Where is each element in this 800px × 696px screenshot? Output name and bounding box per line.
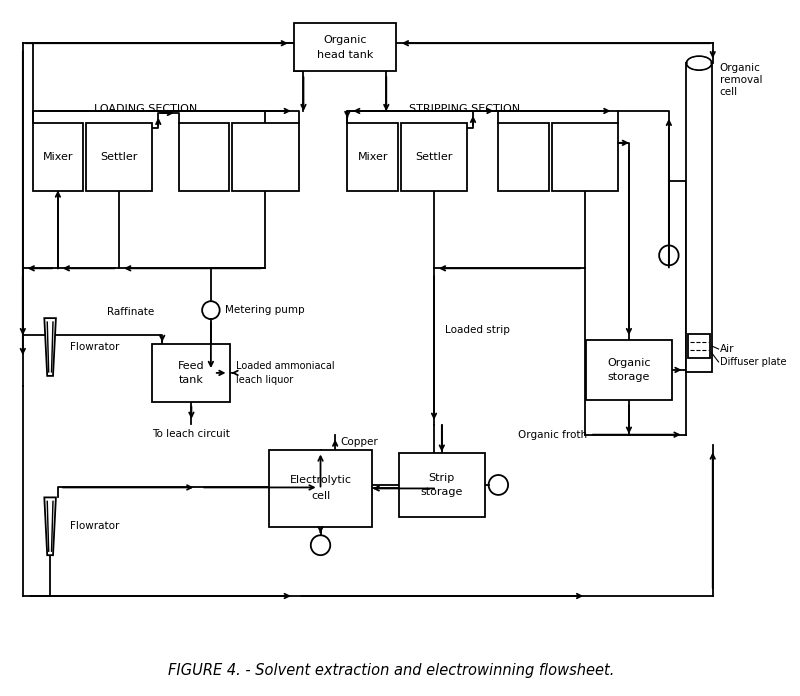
Bar	[86, 123, 153, 191]
Bar	[498, 123, 549, 191]
Text: head tank: head tank	[317, 50, 373, 60]
Text: To leach circuit: To leach circuit	[153, 429, 230, 438]
Polygon shape	[44, 318, 56, 376]
Text: LOADING SECTION: LOADING SECTION	[94, 104, 198, 114]
Bar	[270, 450, 372, 528]
Text: leach liquor: leach liquor	[236, 375, 294, 385]
Text: Strip: Strip	[429, 473, 455, 483]
Text: Copper: Copper	[340, 436, 378, 447]
Text: Organic: Organic	[607, 358, 650, 368]
Bar	[688, 334, 710, 358]
Polygon shape	[44, 498, 56, 555]
Text: cell: cell	[719, 87, 738, 97]
Bar	[294, 23, 396, 71]
Text: Flowrator: Flowrator	[70, 521, 119, 531]
Bar	[686, 63, 712, 372]
Text: Raffinate: Raffinate	[106, 307, 154, 317]
Text: Organic froth: Organic froth	[518, 429, 587, 440]
Text: tank: tank	[179, 375, 204, 385]
Text: Organic: Organic	[323, 35, 366, 45]
Text: removal: removal	[719, 75, 762, 85]
Text: STRIPPING SECTION: STRIPPING SECTION	[409, 104, 520, 114]
Text: FIGURE 4. - Solvent extraction and electrowinning flowsheet.: FIGURE 4. - Solvent extraction and elect…	[168, 663, 614, 678]
Text: storage: storage	[421, 487, 463, 497]
Bar	[347, 123, 398, 191]
Text: Loaded ammoniacal: Loaded ammoniacal	[236, 361, 335, 371]
Text: Organic: Organic	[719, 63, 761, 73]
Bar	[552, 123, 618, 191]
Bar	[232, 123, 298, 191]
Ellipse shape	[688, 57, 710, 69]
Text: Settler: Settler	[101, 152, 138, 161]
Text: Metering pump: Metering pump	[225, 305, 304, 315]
Bar	[178, 123, 230, 191]
Text: Loaded strip: Loaded strip	[445, 325, 510, 335]
Text: storage: storage	[608, 372, 650, 382]
Text: Feed: Feed	[178, 361, 205, 371]
Text: Flowrator: Flowrator	[70, 342, 119, 352]
Text: Air: Air	[719, 344, 734, 354]
Bar	[399, 452, 485, 517]
Bar	[153, 344, 230, 402]
Text: Settler: Settler	[415, 152, 453, 161]
Bar	[401, 123, 467, 191]
Text: cell: cell	[311, 491, 330, 501]
Text: Electrolytic: Electrolytic	[290, 475, 351, 486]
Bar	[586, 340, 672, 400]
Text: Diffuser plate: Diffuser plate	[719, 357, 786, 367]
Text: Mixer: Mixer	[42, 152, 73, 161]
Bar	[33, 123, 83, 191]
Text: Mixer: Mixer	[358, 152, 388, 161]
